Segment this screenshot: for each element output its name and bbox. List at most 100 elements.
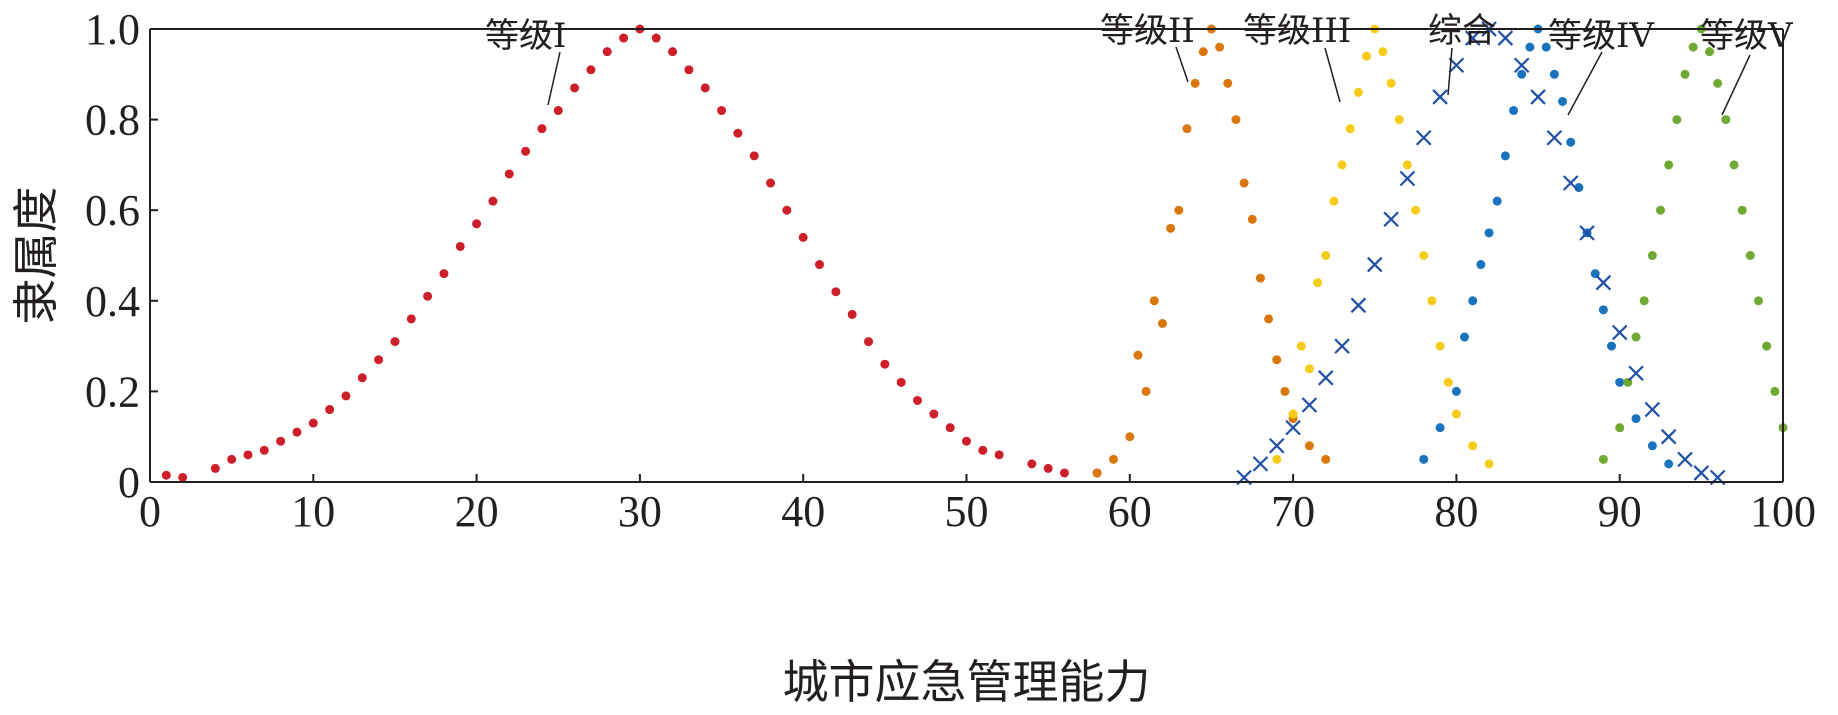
point-5-4 <box>1631 332 1641 342</box>
point-2-18 <box>1247 214 1257 224</box>
point-5-1 <box>1598 454 1608 464</box>
x-tick-label: 70 <box>1271 487 1315 536</box>
point-5-19 <box>1754 296 1764 306</box>
point-1-32 <box>684 65 694 75</box>
point-1-45 <box>896 377 906 387</box>
point-5-11 <box>1688 42 1698 52</box>
point-3-21 <box>1443 377 1453 387</box>
point-1-42 <box>847 309 857 319</box>
point-6-18 <box>1513 57 1530 74</box>
point-1-51 <box>994 450 1004 460</box>
point-4-17 <box>1566 137 1576 147</box>
point-1-28 <box>619 33 629 43</box>
point-6-20 <box>1546 129 1563 146</box>
point-2-22 <box>1280 386 1290 396</box>
point-6-13 <box>1432 89 1448 105</box>
x-tick-label: 40 <box>781 487 825 536</box>
point-5-9 <box>1672 115 1682 125</box>
x-tick-label: 10 <box>291 487 335 536</box>
point-6-25 <box>1628 365 1644 382</box>
point-6-24 <box>1611 324 1628 341</box>
x-tick-label: 100 <box>1750 487 1816 536</box>
point-6-12 <box>1415 129 1432 146</box>
x-axis-title: 城市应急管理能力 <box>783 655 1151 709</box>
point-1-37 <box>766 178 776 188</box>
x-tick-label: 20 <box>455 487 499 536</box>
point-6-5 <box>1301 397 1318 413</box>
axes <box>149 28 1784 483</box>
point-5-6 <box>1647 251 1657 260</box>
point-4-11 <box>1517 69 1527 79</box>
point-1-20 <box>488 196 498 206</box>
point-4-26 <box>1664 459 1674 469</box>
point-1-16 <box>423 291 433 301</box>
point-4-3 <box>1451 386 1461 396</box>
point-1-12 <box>357 373 367 383</box>
point-4-22 <box>1607 341 1617 351</box>
point-4-8 <box>1492 196 1502 206</box>
point-3-4 <box>1304 364 1314 374</box>
point-6-2 <box>1252 456 1269 472</box>
point-2-19 <box>1255 273 1265 283</box>
y-tick-label: 0.6 <box>85 186 140 235</box>
point-5-13 <box>1705 47 1715 57</box>
point-4-4 <box>1460 332 1470 342</box>
y-axis-title: 隶属度 <box>9 187 63 325</box>
point-6-29 <box>1693 465 1710 481</box>
point-6-8 <box>1350 297 1367 314</box>
point-1-44 <box>880 359 890 369</box>
point-1-33 <box>700 83 710 93</box>
point-2-14 <box>1215 42 1225 52</box>
point-2-9 <box>1174 205 1184 215</box>
point-3-17 <box>1411 205 1421 215</box>
series-6-points <box>1236 21 1726 486</box>
point-3-11 <box>1362 51 1372 61</box>
point-1-4 <box>227 454 237 464</box>
point-1-27 <box>602 47 612 57</box>
point-5-2 <box>1615 423 1625 433</box>
point-4-9 <box>1500 151 1510 161</box>
point-5-17 <box>1737 205 1747 215</box>
point-4-16 <box>1558 96 1568 106</box>
point-4-23 <box>1615 377 1625 387</box>
point-1-38 <box>782 205 792 215</box>
point-4-15 <box>1549 69 1559 79</box>
point-1-15 <box>406 314 416 324</box>
point-1-10 <box>325 405 335 415</box>
point-1-49 <box>962 436 971 446</box>
x-tick-label: 60 <box>1108 487 1152 536</box>
series-label-leader <box>547 51 561 106</box>
point-1-22 <box>521 146 531 156</box>
series-label: 综合 <box>1428 11 1496 51</box>
point-1-5 <box>243 450 253 460</box>
point-6-11 <box>1399 170 1416 187</box>
point-1-53 <box>1043 463 1053 473</box>
series-3-points <box>1272 24 1494 469</box>
point-1-24 <box>553 106 563 116</box>
series-label: 等级V <box>1700 16 1794 56</box>
point-1-9 <box>308 418 318 428</box>
series-2-points <box>1092 24 1331 478</box>
point-6-27 <box>1660 428 1677 445</box>
point-1-17 <box>439 269 449 279</box>
point-1-30 <box>651 33 661 43</box>
point-1-34 <box>717 106 727 116</box>
point-4-5 <box>1468 296 1478 306</box>
point-1-25 <box>570 83 580 93</box>
point-6-21 <box>1562 175 1579 191</box>
point-1-8 <box>292 427 302 437</box>
point-1-41 <box>831 287 841 297</box>
point-1-39 <box>798 232 808 242</box>
point-6-23 <box>1595 274 1612 291</box>
point-6-10 <box>1383 211 1399 228</box>
point-3-8 <box>1337 160 1347 170</box>
point-3-6 <box>1321 251 1331 260</box>
point-1-14 <box>390 337 400 347</box>
x-tick-label: 0 <box>139 487 161 536</box>
point-2-16 <box>1231 115 1241 125</box>
point-6-19 <box>1530 89 1546 105</box>
point-6-14 <box>1448 57 1465 74</box>
point-6-22 <box>1579 225 1595 241</box>
scatter-layer <box>161 21 1788 486</box>
point-3-18 <box>1419 251 1429 260</box>
